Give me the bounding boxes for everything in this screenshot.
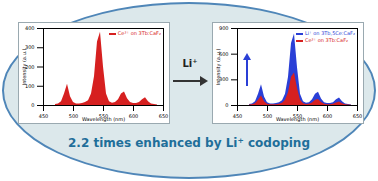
svg-text:0: 0 bbox=[225, 102, 228, 108]
html-text:Li⁺: Li⁺ bbox=[182, 58, 198, 69]
svg-text:600: 600 bbox=[219, 50, 229, 57]
svg-text:300: 300 bbox=[219, 76, 229, 83]
svg-text:100: 100 bbox=[25, 82, 35, 89]
svg-text:650: 650 bbox=[353, 113, 363, 119]
html-text:2.2 times enhanced by Li⁺ codo: 2.2 times enhanced by Li⁺ codoping bbox=[68, 136, 310, 150]
svg-text:450: 450 bbox=[39, 113, 49, 119]
svg-text:Intensity (a.u.): Intensity (a.u.) bbox=[21, 49, 28, 86]
html-text:Ce³⁺ on 3Tb:CaF₂: Ce³⁺ on 3Tb:CaF₂ bbox=[117, 30, 161, 36]
svg-text:500: 500 bbox=[263, 113, 273, 119]
svg-text:600: 600 bbox=[129, 113, 139, 119]
svg-text:Intensity (a.u.): Intensity (a.u.) bbox=[215, 49, 222, 86]
svg-text:500: 500 bbox=[69, 113, 79, 119]
svg-text:450: 450 bbox=[233, 113, 243, 119]
html-text:Li⁺ on 3Tb,5Ce:CaF₂: Li⁺ on 3Tb,5Ce:CaF₂ bbox=[304, 30, 355, 36]
svg-text:900: 900 bbox=[219, 25, 229, 31]
svg-text:0: 0 bbox=[31, 102, 34, 108]
svg-text:300: 300 bbox=[25, 44, 35, 51]
svg-text:600: 600 bbox=[323, 113, 333, 119]
svg-text:200: 200 bbox=[25, 63, 35, 70]
svg-text:Wavelength (nm): Wavelength (nm) bbox=[82, 116, 125, 123]
html-text:Ce³⁺ on 3Tb:CaF₂: Ce³⁺ on 3Tb:CaF₂ bbox=[304, 37, 349, 43]
svg-text:400: 400 bbox=[25, 25, 35, 31]
svg-text:Wavelength (nm): Wavelength (nm) bbox=[276, 116, 319, 123]
svg-text:650: 650 bbox=[159, 113, 169, 119]
